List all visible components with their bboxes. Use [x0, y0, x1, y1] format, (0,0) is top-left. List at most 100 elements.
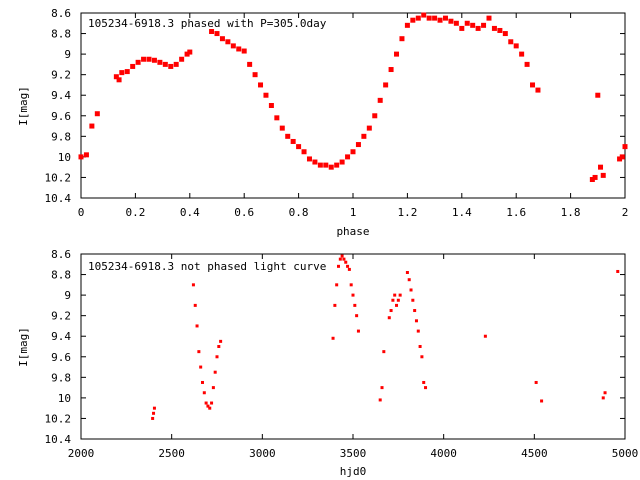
data-point [274, 115, 280, 121]
data-point [200, 380, 204, 384]
y-tick-label: 8.8 [51, 28, 71, 41]
data-point [415, 15, 421, 21]
data-point [312, 159, 318, 165]
data-point [146, 56, 152, 62]
data-point [513, 43, 519, 49]
data-point [130, 63, 136, 69]
data-point [502, 31, 508, 37]
data-point [535, 87, 541, 93]
data-point [141, 56, 147, 62]
y-tick-label: 9.6 [51, 351, 71, 364]
x-tick-label: 4000 [430, 447, 457, 460]
y-tick-label: 8.6 [51, 7, 71, 20]
data-point [389, 309, 393, 313]
data-point [215, 355, 219, 359]
data-point [442, 15, 448, 21]
data-point [162, 61, 168, 67]
data-point [530, 82, 536, 88]
data-point [355, 314, 359, 318]
data-point [508, 39, 514, 45]
y-tick-label: 10.2 [45, 171, 72, 184]
data-point [453, 20, 459, 26]
data-point [475, 25, 481, 31]
y-axis-label: I[mag] [17, 327, 30, 367]
data-point [361, 133, 367, 139]
data-point [202, 391, 206, 395]
data-point [333, 303, 337, 307]
data-point [407, 278, 411, 282]
data-point [236, 46, 242, 52]
data-point [94, 111, 100, 117]
data-point [622, 144, 628, 150]
data-point [335, 283, 339, 287]
data-point [247, 61, 253, 67]
data-point [416, 329, 420, 333]
y-tick-label: 10.4 [45, 433, 72, 446]
data-point [411, 298, 415, 302]
data-point [116, 77, 122, 83]
data-point [424, 386, 428, 390]
data-point [331, 336, 335, 340]
data-point [353, 303, 357, 307]
x-tick-label: 1.2 [397, 206, 417, 219]
data-point [589, 177, 595, 182]
data-point [421, 12, 427, 18]
data-point [195, 324, 199, 328]
data-point [219, 339, 223, 343]
data-point [113, 74, 119, 80]
plot-frame [80, 12, 626, 199]
data-point [301, 149, 307, 155]
data-point [459, 25, 465, 31]
data-point [396, 298, 400, 302]
data-point [230, 43, 236, 49]
data-point [595, 92, 601, 98]
data-point [497, 27, 503, 33]
data-point [399, 36, 405, 42]
data-point [486, 15, 492, 21]
data-point [340, 254, 344, 258]
data-point [214, 31, 220, 37]
data-point [372, 113, 378, 119]
data-point [524, 61, 530, 67]
data-point [204, 401, 208, 405]
x-tick-label: 0.6 [234, 206, 254, 219]
data-point [151, 57, 157, 63]
data-point [135, 59, 141, 65]
data-point [151, 416, 155, 420]
y-tick-label: 8.8 [51, 269, 71, 282]
data-point [534, 380, 538, 384]
data-point [346, 264, 350, 268]
data-point [540, 399, 544, 403]
data-point [168, 63, 174, 69]
data-point [426, 15, 432, 21]
data-point [124, 69, 130, 75]
data-point [481, 22, 487, 28]
data-point [395, 303, 399, 307]
data-point [339, 159, 345, 165]
data-point [345, 154, 351, 160]
data-point [405, 271, 409, 274]
data-point [290, 138, 296, 144]
data-point [241, 48, 247, 54]
data-point [187, 49, 193, 55]
data-point [347, 267, 351, 271]
data-point [414, 319, 418, 323]
data-point [378, 398, 382, 402]
data-point [422, 380, 426, 384]
data-point [418, 345, 422, 348]
data-point [355, 142, 361, 148]
data-point [258, 82, 264, 88]
x-tick-label: 1.8 [561, 206, 581, 219]
data-point [193, 303, 197, 307]
data-point [413, 309, 417, 313]
data-point [351, 293, 355, 297]
data-point [219, 36, 225, 42]
data-point [432, 15, 438, 21]
data-point [336, 264, 340, 268]
data-point [197, 350, 201, 354]
data-point [404, 22, 410, 28]
data-point [199, 365, 203, 369]
data-point [356, 329, 360, 333]
data-point [344, 260, 348, 264]
